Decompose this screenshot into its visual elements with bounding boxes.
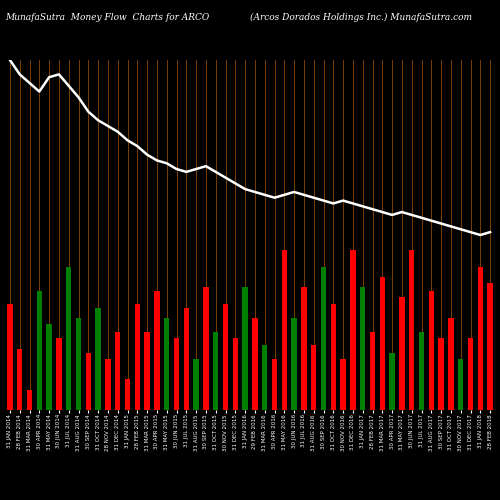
Bar	[330, 304, 336, 410]
Bar	[46, 324, 52, 410]
Bar	[194, 359, 199, 410]
Bar	[105, 359, 110, 410]
Bar	[419, 332, 424, 410]
Bar	[232, 338, 238, 410]
Bar	[96, 308, 101, 410]
Bar	[76, 318, 81, 410]
Bar	[134, 304, 140, 410]
Text: (Arcos Dorados Holdings Inc.) MunafaSutra.com: (Arcos Dorados Holdings Inc.) MunafaSutr…	[250, 12, 472, 22]
Bar	[458, 359, 464, 410]
Bar	[203, 287, 208, 410]
Bar	[17, 348, 22, 410]
Bar	[340, 359, 346, 410]
Bar	[438, 338, 444, 410]
Bar	[301, 287, 306, 410]
Bar	[468, 338, 473, 410]
Bar	[282, 250, 287, 410]
Bar	[478, 267, 483, 410]
Bar	[350, 250, 356, 410]
Bar	[164, 318, 170, 410]
Bar	[27, 390, 32, 410]
Bar	[409, 250, 414, 410]
Bar	[242, 287, 248, 410]
Bar	[86, 352, 91, 410]
Bar	[125, 380, 130, 410]
Bar	[56, 338, 62, 410]
Bar	[262, 344, 268, 410]
Bar	[36, 292, 42, 410]
Bar	[390, 352, 395, 410]
Bar	[311, 344, 316, 410]
Bar	[380, 277, 385, 410]
Bar	[154, 292, 160, 410]
Bar	[252, 318, 258, 410]
Bar	[488, 283, 493, 410]
Bar	[7, 304, 12, 410]
Bar	[321, 267, 326, 410]
Bar	[223, 304, 228, 410]
Bar	[272, 359, 277, 410]
Bar	[428, 292, 434, 410]
Bar	[144, 332, 150, 410]
Bar	[399, 298, 404, 410]
Bar	[292, 318, 297, 410]
Bar	[213, 332, 218, 410]
Bar	[448, 318, 454, 410]
Bar	[66, 267, 71, 410]
Bar	[370, 332, 375, 410]
Bar	[115, 332, 120, 410]
Bar	[360, 287, 366, 410]
Text: MunafaSutra  Money Flow  Charts for ARCO: MunafaSutra Money Flow Charts for ARCO	[5, 12, 209, 22]
Bar	[184, 308, 189, 410]
Bar	[174, 338, 179, 410]
